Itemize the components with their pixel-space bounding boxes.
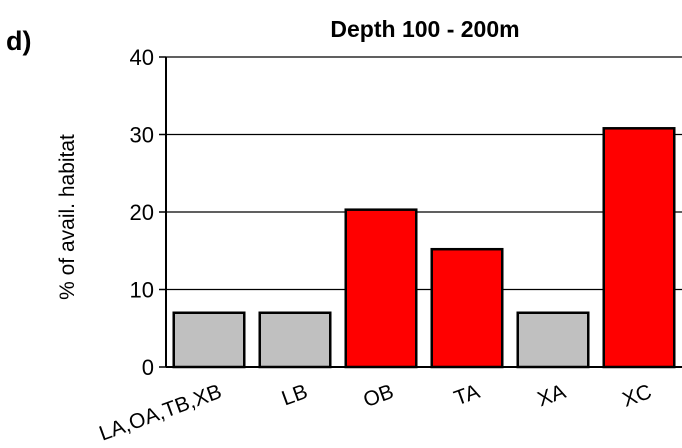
bar-2 <box>344 208 418 369</box>
y-axis-label: % of avail. habitat <box>56 134 79 300</box>
chart-title: Depth 100 - 200m <box>330 16 519 42</box>
x-tick-label-2: OB <box>360 380 396 412</box>
x-tick-label-3: TA <box>451 380 483 410</box>
y-tick-label-10: 10 <box>130 278 154 303</box>
gridlines <box>166 56 682 291</box>
bars <box>172 127 676 369</box>
x-tick-label-1: LB <box>279 380 311 410</box>
bar-3 <box>430 247 504 369</box>
y-tick-label-40: 40 <box>130 45 154 70</box>
y-tick-label-0: 0 <box>142 355 154 380</box>
bar-5 <box>602 127 676 369</box>
x-tick-labels: LA,OA,TB,XB LB OB TA XA XC <box>96 380 655 446</box>
x-tick-label-0: LA,OA,TB,XB <box>96 380 225 446</box>
y-tick-label-30: 30 <box>130 123 154 148</box>
bar-4 <box>516 311 590 369</box>
y-ticks: 0 10 20 30 40 <box>130 45 166 380</box>
y-tick-label-20: 20 <box>130 200 154 225</box>
x-tick-label-4: XA <box>535 380 569 411</box>
bar-1 <box>258 311 332 369</box>
panel-label: d) <box>6 26 31 56</box>
bar-0 <box>172 311 246 369</box>
x-tick-label-5: XC <box>619 380 654 412</box>
